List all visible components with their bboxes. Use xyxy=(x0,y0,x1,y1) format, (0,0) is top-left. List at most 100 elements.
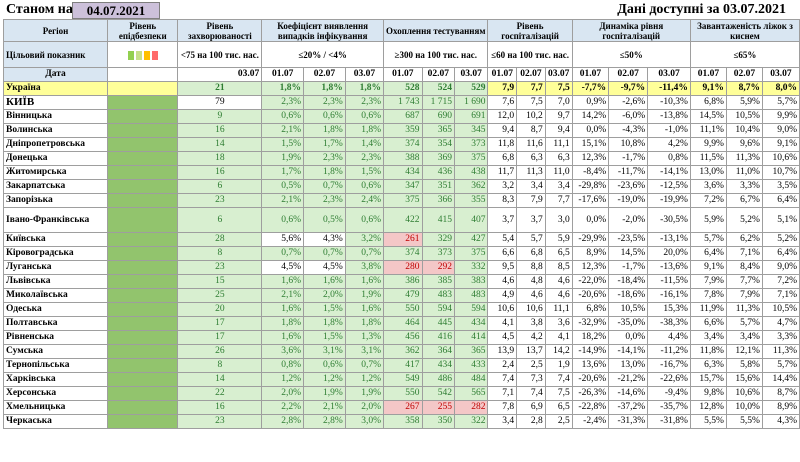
hosp-level-value: 3,7 xyxy=(487,207,518,233)
hosp-dynamics-value: -1,0% xyxy=(647,123,691,138)
testing-value: 385 xyxy=(421,274,455,289)
region-name: Україна xyxy=(2,81,109,96)
hosp-dynamics-value: -6,0% xyxy=(608,109,649,124)
testing-value: 687 xyxy=(383,109,423,124)
epid-level-cell xyxy=(107,109,179,124)
hosp-dynamics-value: -13,6% xyxy=(647,260,691,275)
oxygen-beds-value: 8,0% xyxy=(761,81,800,96)
testing-value: 529 xyxy=(453,81,489,96)
testing-value: 374 xyxy=(383,246,423,261)
oxygen-beds-value: 3,4% xyxy=(689,330,727,345)
hosp-dynamics-value: -16,1% xyxy=(647,288,691,303)
testing-value: 355 xyxy=(453,193,489,208)
hosp-level-value: 14,2 xyxy=(544,344,573,359)
region-name: Полтавська xyxy=(2,316,109,331)
col-hosp-dynamics: Динаміка рівня госпіталізацій xyxy=(571,19,691,42)
incidence-value: 79 xyxy=(177,95,263,110)
oxygen-beds-value: 6,4% xyxy=(761,246,800,261)
testing-value: 375 xyxy=(383,193,423,208)
hosp-dynamics-value: -4,3% xyxy=(608,123,649,138)
testing-value: 388 xyxy=(383,151,423,166)
oxygen-beds-value: 9,9% xyxy=(761,109,800,124)
hosp-level-value: 7,7 xyxy=(516,81,546,96)
hosp-level-value: 4,8 xyxy=(516,274,546,289)
hosp-dynamics-value: -2,4% xyxy=(571,414,610,429)
table-row: Житомирська 16 1,7% 1,8% 1,5% 434 436 438 11,7 11… xyxy=(2,165,800,180)
detection-value: 3,0% xyxy=(344,414,385,429)
oxygen-beds-value: 5,5% xyxy=(689,414,727,429)
hosp-dynamics-value: -14,9% xyxy=(571,344,610,359)
testing-value: 386 xyxy=(383,274,423,289)
table-row: Черкаська 23 2,8% 2,8% 3,0% 358 350 322 3,4 2,8 2,… xyxy=(2,414,800,429)
hosp-dynamics-value: 8,9% xyxy=(571,246,610,261)
oxygen-beds-value: 4,3% xyxy=(761,414,800,429)
epid-level-cell xyxy=(107,400,179,415)
hosp-level-value: 3,0 xyxy=(544,207,573,233)
oxygen-beds-value: 12,8% xyxy=(689,400,727,415)
testing-value: 434 xyxy=(421,358,455,373)
detection-value: 1,6% xyxy=(344,302,385,317)
detection-value: 5,6% xyxy=(261,232,305,247)
detection-value: 0,7% xyxy=(261,246,305,261)
detection-value: 1,8% xyxy=(303,316,346,331)
hosp-level-value: 2,5 xyxy=(544,414,573,429)
testing-value: 549 xyxy=(383,372,423,387)
oxygen-beds-value: 6,6% xyxy=(689,316,727,331)
testing-value: 261 xyxy=(383,232,423,247)
hosp-dynamics-value: -19,9% xyxy=(647,193,691,208)
table-row: Донецька 18 1,9% 2,3% 2,3% 388 369 375 6,8 6,3 6,3… xyxy=(2,151,800,166)
hosp-level-value: 9,4 xyxy=(544,123,573,138)
detection-value: 2,1% xyxy=(303,400,346,415)
oxygen-beds-value: 6,7% xyxy=(725,193,763,208)
as-of-date: 04.07.2021 xyxy=(72,2,160,19)
testing-value: 436 xyxy=(421,165,455,180)
oxygen-beds-value: 5,7% xyxy=(761,95,800,110)
hosp-dynamics-value: -11,7% xyxy=(608,165,649,180)
incidence-value: 8 xyxy=(177,358,263,373)
date-incidence: 03.07 xyxy=(177,67,263,82)
detection-value: 1,8% xyxy=(344,123,385,138)
detection-value: 2,8% xyxy=(303,414,346,429)
region-name: Закарпатська xyxy=(2,179,109,194)
oxygen-beds-value: 7,7% xyxy=(725,274,763,289)
detection-value: 1,8% xyxy=(261,81,305,96)
detection-value: 1,8% xyxy=(303,165,346,180)
hosp-level-value: 7,3 xyxy=(516,372,546,387)
testing-value: 255 xyxy=(421,400,455,415)
incidence-value: 14 xyxy=(177,372,263,387)
incidence-value: 16 xyxy=(177,400,263,415)
testing-value: 373 xyxy=(421,246,455,261)
epid-level-cell xyxy=(107,179,179,194)
oxygen-beds-value: 9,1% xyxy=(689,81,727,96)
hosp-dynamics-value: -19,0% xyxy=(608,193,649,208)
detection-value: 1,9% xyxy=(344,386,385,401)
table-row: Полтавська 17 1,8% 1,8% 1,8% 464 445 434 4,1 3,8 3… xyxy=(2,316,800,331)
detection-value: 0,6% xyxy=(344,179,385,194)
table-row: Івано-Франківська 6 0,6% 0,5% 0,6% 422 415 407 3… xyxy=(2,207,800,233)
hosp-level-value: 2,5 xyxy=(516,358,546,373)
target-testing: ≥300 на 100 тис. нас. xyxy=(383,41,489,68)
oxygen-beds-value: 5,2% xyxy=(725,207,763,233)
hosp-level-value: 3,6 xyxy=(544,316,573,331)
date-row: Дата 03.07 01.07 02.07 03.07 01.07 02.07… xyxy=(2,67,800,82)
detection-value: 1,8% xyxy=(261,316,305,331)
hosp-level-value: 7,9 xyxy=(487,81,518,96)
detection-value: 0,6% xyxy=(303,358,346,373)
testing-value: 550 xyxy=(383,302,423,317)
region-name: Волинська xyxy=(2,123,109,138)
testing-value: 479 xyxy=(383,288,423,303)
oxygen-beds-value: 9,9% xyxy=(689,137,727,152)
testing-value: 347 xyxy=(383,179,423,194)
table-row: Київська 28 5,6% 4,3% 3,2% 261 329 427 5,4 5,7 5,9… xyxy=(2,232,800,247)
oxygen-beds-value: 14,5% xyxy=(689,109,727,124)
hosp-dynamics-value: -13,1% xyxy=(647,232,691,247)
epid-level-cell xyxy=(107,165,179,180)
detection-value: 3,1% xyxy=(344,344,385,359)
hosp-level-value: 9,7 xyxy=(544,109,573,124)
oxygen-beds-value: 8,7% xyxy=(725,81,763,96)
detection-value: 1,9% xyxy=(303,386,346,401)
region-name: Луганська xyxy=(2,260,109,275)
epid-level-cell xyxy=(107,232,179,247)
hosp-dynamics-value: -31,3% xyxy=(608,414,649,429)
testing-value: 690 xyxy=(421,109,455,124)
